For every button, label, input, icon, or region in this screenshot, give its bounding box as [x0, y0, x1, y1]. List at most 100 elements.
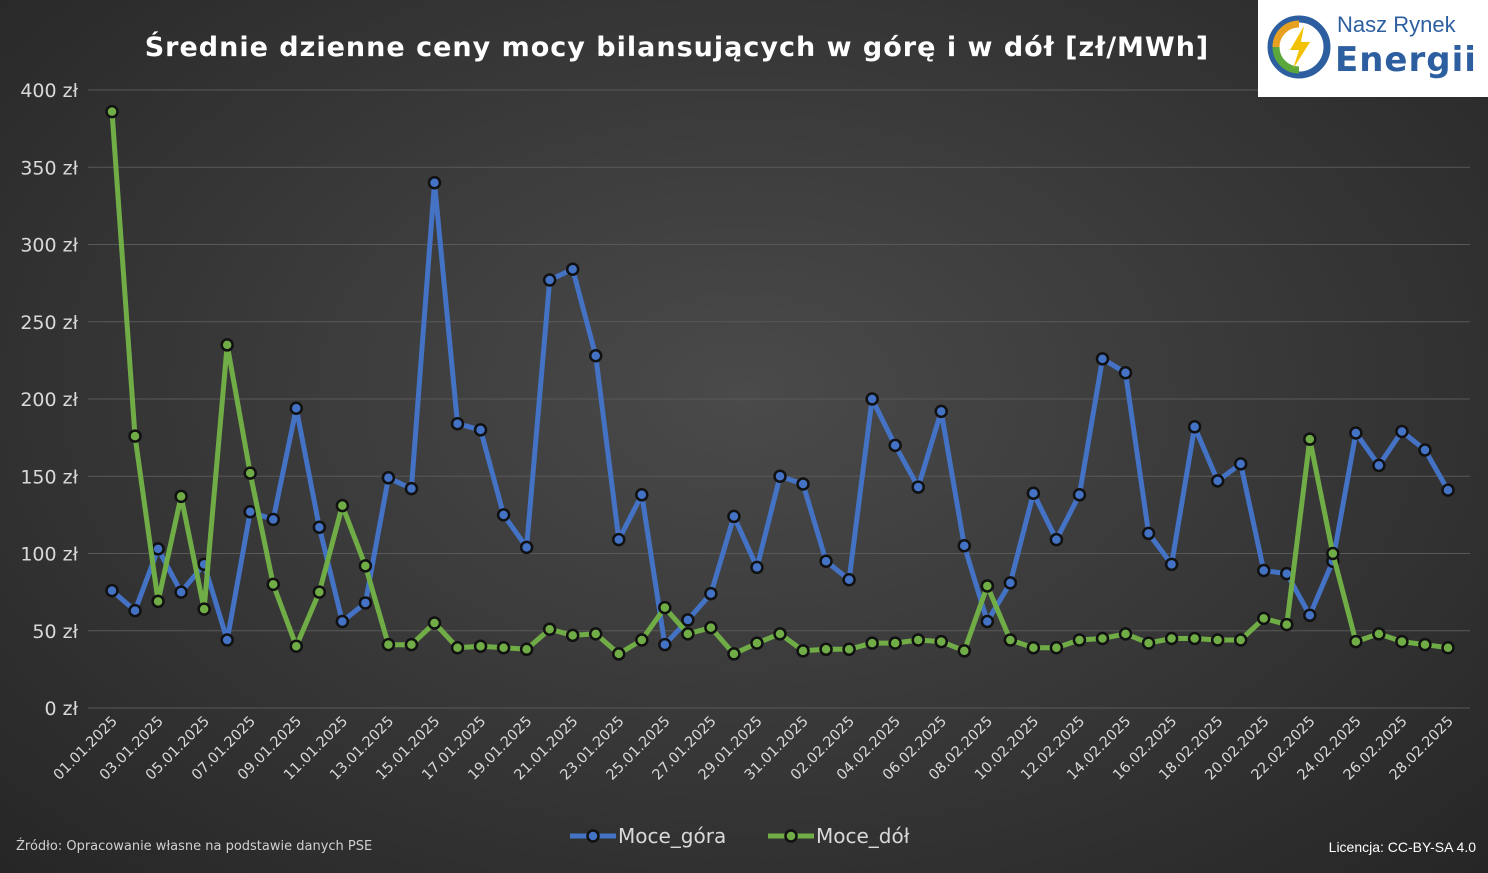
data-point: [1280, 617, 1294, 632]
source-note: Źródło: Opracowanie własne na podstawie …: [16, 839, 373, 854]
data-point: [266, 512, 280, 527]
y-tick-label: 350 zł: [20, 157, 78, 179]
data-point: [542, 273, 557, 287]
data-point: [427, 175, 442, 190]
data-point: [381, 637, 396, 652]
data-point: [312, 585, 327, 599]
data-point: [1072, 488, 1087, 502]
data-point: [1095, 631, 1110, 646]
data-point: [704, 620, 718, 635]
data-point: [289, 639, 304, 653]
data-point: [1303, 432, 1317, 446]
data-point: [1418, 443, 1432, 457]
data-point: [727, 509, 741, 524]
data-point: [565, 628, 580, 643]
data-point: [1003, 576, 1018, 590]
data-point: [773, 469, 787, 483]
legend-item: Moce_dół: [768, 824, 910, 848]
data-point: [197, 602, 211, 616]
grid: [88, 89, 1470, 709]
data-point: [980, 579, 995, 593]
series-line: [109, 111, 1449, 657]
legend-marker: [784, 829, 798, 843]
legend-label: Moce_dół: [816, 824, 910, 848]
series-moce-gora: [105, 175, 1455, 652]
data-point: [681, 627, 695, 641]
data-point: [450, 640, 465, 655]
data-point: [1418, 637, 1432, 652]
y-tick-label: 250 zł: [20, 312, 78, 334]
data-point: [473, 423, 488, 437]
data-point: [1187, 631, 1202, 646]
data-point: [1372, 627, 1386, 641]
data-point: [1141, 526, 1156, 541]
x-axis-ticks: 01.01.202503.01.202505.01.202507.01.2025…: [51, 714, 1457, 784]
lightning-bolt-icon: [1267, 15, 1331, 79]
legend-label: Moce_góra: [618, 824, 726, 848]
data-point: [1003, 633, 1018, 647]
data-point: [542, 622, 557, 636]
series-line: [110, 180, 1451, 648]
data-point: [1210, 633, 1225, 647]
data-point: [1441, 483, 1455, 497]
data-point: [1026, 640, 1041, 655]
y-tick-label: 50 zł: [32, 621, 78, 643]
data-point: [381, 471, 396, 485]
data-point: [335, 498, 350, 513]
data-point: [358, 559, 373, 573]
data-point: [1095, 352, 1110, 366]
data-point: [1233, 633, 1248, 647]
data-point: [1395, 424, 1409, 439]
data-point: [796, 477, 810, 491]
license-note: Licencja: CC-BY-SA 4.0: [1328, 839, 1476, 855]
data-point: [427, 616, 442, 630]
data-point: [105, 104, 119, 119]
data-point: [750, 560, 764, 575]
data-point: [220, 633, 234, 647]
data-point: [128, 603, 142, 618]
data-point: [105, 583, 119, 598]
data-point: [796, 644, 810, 658]
data-point: [1049, 640, 1064, 655]
data-point: [635, 488, 649, 502]
data-point: [312, 520, 327, 534]
series-moce-dol: [105, 104, 1455, 661]
data-point: [658, 600, 672, 615]
data-point: [289, 401, 304, 416]
data-point: [1233, 457, 1248, 471]
data-point: [1210, 474, 1225, 488]
data-point: [658, 637, 672, 652]
y-tick-label: 0 zł: [44, 698, 78, 720]
data-point: [704, 586, 718, 601]
data-point: [128, 429, 142, 443]
data-point: [151, 542, 165, 556]
data-point: [750, 636, 764, 650]
data-point: [911, 633, 925, 647]
data-point: [1349, 634, 1363, 649]
data-point: [450, 416, 465, 431]
data-point: [1303, 608, 1317, 623]
data-point: [727, 647, 741, 661]
data-point: [1256, 611, 1271, 626]
data-point: [1164, 557, 1179, 572]
data-point: [1372, 458, 1386, 473]
data-point: [612, 532, 626, 547]
data-point: [519, 642, 534, 657]
y-tick-label: 400 zł: [20, 80, 78, 102]
data-point: [865, 392, 879, 406]
data-point: [151, 594, 165, 609]
data-point: [1118, 365, 1133, 380]
data-point: [681, 613, 695, 627]
data-point: [842, 573, 856, 587]
data-point: [565, 262, 580, 276]
data-point: [934, 404, 948, 419]
data-point: [957, 539, 972, 553]
data-point: [404, 481, 419, 496]
data-point: [243, 505, 257, 519]
data-point: [1441, 640, 1455, 655]
y-axis-ticks: 0 zł 50 zł 100 zł 150 zł 200 zł 250 zł 300 zł 3…: [20, 80, 78, 720]
y-tick-label: 150 zł: [20, 466, 78, 488]
logo-text-line1: Nasz Rynek: [1337, 12, 1456, 37]
data-point: [266, 577, 280, 592]
